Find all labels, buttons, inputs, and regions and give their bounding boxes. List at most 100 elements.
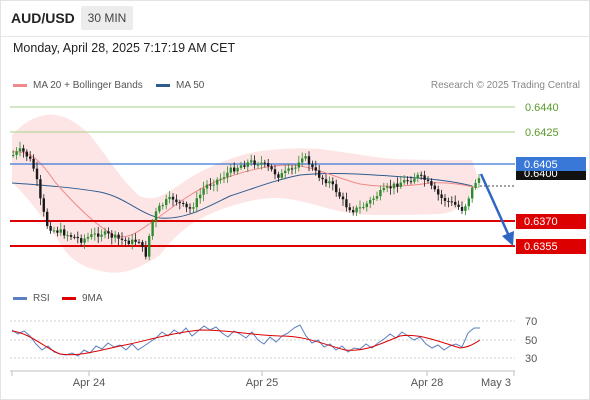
candle-body xyxy=(144,247,147,257)
currency-pair-title: AUD/USD xyxy=(11,10,75,26)
candle-body xyxy=(32,158,35,169)
x-tick-apr24: Apr 24 xyxy=(73,377,105,389)
legend-swatch xyxy=(13,297,27,300)
candle-body xyxy=(382,187,385,191)
candle-body xyxy=(171,196,175,200)
candle-body xyxy=(467,198,470,207)
candle-body xyxy=(324,179,328,184)
candle-body xyxy=(93,233,96,235)
candle-body xyxy=(450,201,453,203)
candle-body xyxy=(440,194,443,198)
candle-body xyxy=(124,239,127,241)
candle-body xyxy=(379,190,382,197)
legend-label: RSI xyxy=(33,293,50,304)
candle-body xyxy=(233,167,236,172)
candle-body xyxy=(90,234,93,237)
candle-body xyxy=(59,229,62,233)
candle-body xyxy=(22,148,25,152)
candle-body xyxy=(205,184,209,189)
candle-body xyxy=(409,181,413,183)
candle-body xyxy=(86,236,90,239)
candle-body xyxy=(304,156,307,159)
candle-body xyxy=(420,174,423,176)
candle-body xyxy=(229,167,232,173)
candle-body xyxy=(413,178,416,182)
candle-body xyxy=(199,194,202,199)
candle-body xyxy=(46,211,49,227)
candle-body xyxy=(403,180,406,183)
candle-body xyxy=(182,202,185,204)
candle-body xyxy=(338,192,341,197)
candle-body xyxy=(49,226,52,231)
rsi-9ma-line xyxy=(11,329,481,356)
candle-body xyxy=(253,160,256,165)
candle-body xyxy=(239,165,243,168)
candle-body xyxy=(107,231,110,234)
candle-body xyxy=(314,167,317,171)
candle-body xyxy=(335,184,338,193)
candle-body xyxy=(328,181,331,184)
candle-body xyxy=(396,183,399,187)
timeframe-badge[interactable]: 30 MIN xyxy=(81,6,133,30)
x-axis: Apr 24 Apr 25 Apr 28 May 3 xyxy=(10,370,515,389)
candle-body xyxy=(178,202,181,204)
candle-body xyxy=(134,239,137,242)
candle-body xyxy=(35,168,39,180)
candle-body xyxy=(423,175,426,180)
candle-body xyxy=(375,196,379,199)
x-tick-apr25: Apr 25 xyxy=(246,377,278,389)
candle-body xyxy=(273,169,277,175)
candle-body xyxy=(73,236,76,238)
candle-body xyxy=(352,210,355,213)
rsi-tick-30: 30 xyxy=(525,353,537,365)
candle-body xyxy=(202,188,205,195)
candle-body xyxy=(464,206,467,211)
candle-body xyxy=(416,174,419,179)
candle-body xyxy=(29,156,32,159)
candle-body xyxy=(477,178,481,183)
level-label-0.6370: 0.6370 xyxy=(524,216,558,228)
candle-body xyxy=(165,199,168,206)
candle-body xyxy=(158,205,161,212)
candle-body xyxy=(12,154,15,156)
candle-body xyxy=(457,204,460,207)
legend-ma20-bollinger: MA 20 + Bollinger Bands xyxy=(13,80,143,91)
candle-body xyxy=(443,197,447,201)
candle-body xyxy=(372,198,375,200)
price-labels: 0.6440 0.6425 0.6400 0.6405 0.6370 0.635… xyxy=(516,102,586,254)
candle-body xyxy=(209,184,212,186)
candle-body xyxy=(103,231,107,235)
support-price-box-1 xyxy=(516,214,586,229)
level-label-0.6405: 0.6405 xyxy=(524,159,558,171)
bollinger-band-fill xyxy=(12,114,478,273)
header-divider xyxy=(0,36,590,37)
ma50-line xyxy=(11,172,473,219)
candle-body xyxy=(141,242,144,248)
x-tick-apr28: Apr 28 xyxy=(411,377,443,389)
candle-body xyxy=(117,234,120,239)
candle-body xyxy=(430,181,433,186)
candle-body xyxy=(114,234,117,238)
candle-body xyxy=(161,205,164,207)
candle-body xyxy=(355,207,358,213)
rsi-tick-70: 70 xyxy=(525,316,537,328)
copyright-notice: Research © 2025 Trading Central xyxy=(430,80,580,91)
legend-rsi: RSI xyxy=(13,293,50,304)
candle-body xyxy=(307,156,311,165)
candle-body xyxy=(471,187,474,199)
candle-body xyxy=(365,203,368,208)
candle-body xyxy=(362,207,365,209)
candle-body xyxy=(100,234,103,237)
level-label-0.6440: 0.6440 xyxy=(525,102,559,114)
candle-body xyxy=(267,163,270,167)
candle-body xyxy=(236,167,239,172)
candle-body xyxy=(195,198,198,208)
candle-body xyxy=(311,164,314,168)
candle-body xyxy=(151,221,154,236)
candle-body xyxy=(52,230,56,232)
candle-body xyxy=(219,178,222,180)
candle-body xyxy=(426,179,430,182)
legend-label: MA 20 + Bollinger Bands xyxy=(33,80,143,91)
candle-body xyxy=(83,238,86,243)
